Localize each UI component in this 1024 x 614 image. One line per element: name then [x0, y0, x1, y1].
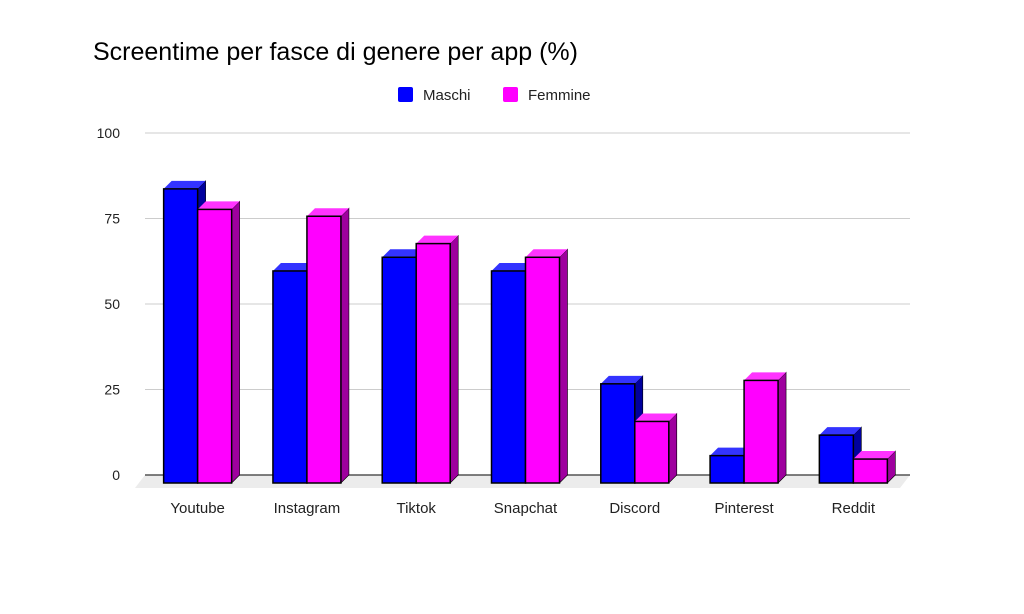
y-tick-label: 100: [97, 125, 121, 141]
x-axis-labels: Youtube Instagram Tiktok Snapchat Discord Pin…: [170, 500, 875, 517]
bar-front: [272, 270, 308, 484]
bar-top: [744, 372, 787, 381]
bar-side: [559, 248, 568, 484]
bar-snapchat-femmine: [524, 248, 568, 484]
bar-pinterest-maschi: [709, 446, 753, 484]
y-tick-label: 0: [112, 467, 120, 483]
bar-youtube-femmine: [196, 200, 240, 484]
bar-top: [272, 262, 315, 271]
y-tick-label: 75: [104, 211, 120, 227]
legend-label: Maschi: [423, 87, 471, 104]
bar-front: [306, 215, 342, 484]
bar-top: [197, 201, 240, 210]
bar-top: [853, 451, 896, 460]
legend-swatch: [503, 87, 518, 102]
bar-side: [777, 371, 787, 484]
bar-side: [340, 207, 350, 484]
x-tick-label: Instagram: [274, 500, 341, 517]
bar-front: [490, 270, 527, 484]
bar-top: [600, 375, 643, 384]
bar-front: [162, 188, 199, 484]
legend-swatch: [398, 87, 413, 102]
bar-front: [524, 256, 561, 484]
bar-side: [449, 234, 459, 484]
x-tick-label: Youtube: [170, 500, 225, 517]
bar-pinterest-femmine: [743, 371, 787, 484]
bar-front: [852, 458, 889, 484]
x-tick-label: Discord: [609, 500, 660, 517]
bar-top: [163, 180, 206, 189]
bar-side: [231, 200, 240, 484]
bar-front: [709, 454, 745, 484]
bar-top: [306, 208, 349, 217]
legend-label: Femmine: [528, 87, 591, 104]
bars: [162, 180, 896, 484]
x-tick-label: Tiktok: [396, 500, 436, 517]
bar-front: [415, 242, 451, 484]
legend: Maschi Femmine: [398, 87, 591, 104]
bar-front: [381, 256, 417, 484]
x-tick-label: Reddit: [832, 500, 876, 517]
bar-discord-femmine: [634, 412, 678, 484]
y-tick-label: 50: [104, 296, 120, 312]
y-tick-label: 25: [104, 382, 120, 398]
x-tick-label: Pinterest: [714, 500, 774, 517]
bar-top: [382, 249, 425, 258]
bar-front: [743, 379, 779, 484]
x-tick-label: Snapchat: [494, 500, 558, 517]
bar-top: [491, 262, 534, 271]
bar-top: [819, 427, 862, 436]
bar-side: [668, 412, 678, 484]
bar-front: [600, 383, 636, 484]
bar-front: [196, 208, 233, 484]
bar-top: [634, 413, 677, 422]
bar-top: [525, 249, 568, 258]
bar-instagram-femmine: [306, 207, 350, 484]
bar-reddit-femmine: [852, 450, 896, 484]
bar-front: [634, 420, 670, 484]
bar-top: [710, 447, 753, 456]
bar-front: [818, 434, 855, 484]
bar-top: [416, 235, 459, 244]
chart-title: Screentime per fasce di genere per app (…: [93, 38, 578, 66]
bar-tiktok-femmine: [415, 234, 459, 484]
